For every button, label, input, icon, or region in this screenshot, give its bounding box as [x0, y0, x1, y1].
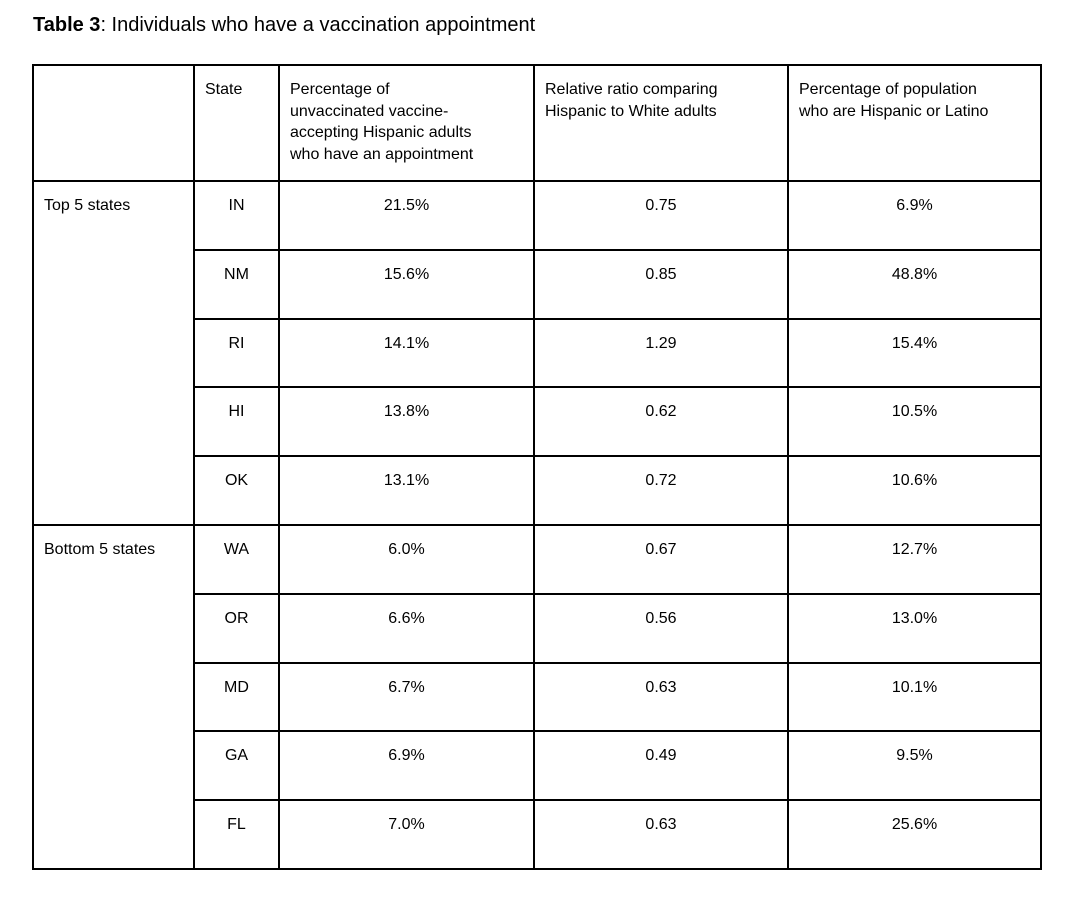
cell-state: FL — [193, 799, 280, 870]
vaccination-appointment-table: State Percentage of unvaccinated vaccine… — [32, 64, 1042, 870]
cell-state: MD — [193, 661, 280, 733]
cell-pct-appointment: 6.6% — [278, 592, 535, 664]
table-row: MD 6.7% 0.63 10.1% — [33, 661, 1042, 733]
table-row: NM 15.6% 0.85 48.8% — [33, 248, 1042, 320]
cell-pct-appointment: 15.6% — [278, 248, 535, 320]
table-row: HI 13.8% 0.62 10.5% — [33, 386, 1042, 458]
cell-pct-appointment: 13.1% — [278, 455, 535, 526]
header-row: State Percentage of unvaccinated vaccine… — [32, 64, 1042, 182]
cell-pct-hispanic: 6.9% — [787, 180, 1042, 251]
cell-state: OK — [193, 455, 280, 526]
cell-pct-hispanic: 10.5% — [787, 386, 1042, 458]
cell-pct-hispanic: 10.1% — [787, 661, 1042, 733]
table-row: Bottom 5 states WA 6.0% 0.67 12.7% — [32, 523, 1042, 870]
cell-pct-hispanic: 12.7% — [787, 523, 1042, 595]
table-row: FL 7.0% 0.63 25.6% — [33, 799, 1042, 870]
table-row: RI 14.1% 1.29 15.4% — [33, 317, 1042, 389]
cell-pct-appointment: 21.5% — [278, 180, 535, 251]
cell-state: WA — [193, 523, 280, 595]
cell-relative-ratio: 0.56 — [533, 592, 789, 664]
header-pct-appointment: Percentage of unvaccinated vaccine- acce… — [278, 64, 535, 182]
cell-pct-appointment: 7.0% — [278, 799, 535, 870]
group-label-top5: Top 5 states — [32, 180, 195, 526]
header-relative-ratio: Relative ratio comparing Hispanic to Whi… — [533, 64, 789, 182]
cell-relative-ratio: 0.63 — [533, 799, 789, 870]
cell-relative-ratio: 0.72 — [533, 455, 789, 526]
table-row: Top 5 states IN 21.5% 0.75 6.9% — [32, 180, 1042, 526]
cell-pct-hispanic: 48.8% — [787, 248, 1042, 320]
cell-state: OR — [193, 592, 280, 664]
cell-pct-hispanic: 15.4% — [787, 317, 1042, 389]
cell-relative-ratio: 0.67 — [533, 523, 789, 595]
cell-relative-ratio: 0.63 — [533, 661, 789, 733]
cell-pct-hispanic: 10.6% — [787, 455, 1042, 526]
cell-pct-appointment: 14.1% — [278, 317, 535, 389]
cell-pct-hispanic: 13.0% — [787, 592, 1042, 664]
cell-relative-ratio: 1.29 — [533, 317, 789, 389]
cell-state: RI — [193, 317, 280, 389]
cell-relative-ratio: 0.62 — [533, 386, 789, 458]
header-state: State — [193, 64, 280, 182]
table-row: OR 6.6% 0.56 13.0% — [33, 592, 1042, 664]
cell-state: GA — [193, 730, 280, 802]
header-pct-hispanic: Percentage of population who are Hispani… — [787, 64, 1042, 182]
cell-pct-appointment: 6.0% — [278, 523, 535, 595]
table-caption-text: : Individuals who have a vaccination app… — [100, 14, 536, 36]
header-group — [32, 64, 195, 182]
group-label-bottom5: Bottom 5 states — [32, 523, 195, 870]
cell-pct-hispanic: 9.5% — [787, 730, 1042, 802]
cell-state: NM — [193, 248, 280, 320]
cell-pct-appointment: 6.7% — [278, 661, 535, 733]
cell-relative-ratio: 0.49 — [533, 730, 789, 802]
cell-pct-appointment: 13.8% — [278, 386, 535, 458]
cell-relative-ratio: 0.75 — [533, 180, 789, 251]
cell-relative-ratio: 0.85 — [533, 248, 789, 320]
cell-state: HI — [193, 386, 280, 458]
table-caption-number: Table 3 — [33, 14, 101, 36]
table-caption: Table 3: Individuals who have a vaccinat… — [33, 13, 535, 37]
cell-pct-appointment: 6.9% — [278, 730, 535, 802]
cell-pct-hispanic: 25.6% — [787, 799, 1042, 870]
table-row: GA 6.9% 0.49 9.5% — [33, 730, 1042, 802]
cell-state: IN — [193, 180, 280, 251]
table-row: OK 13.1% 0.72 10.6% — [33, 455, 1042, 526]
